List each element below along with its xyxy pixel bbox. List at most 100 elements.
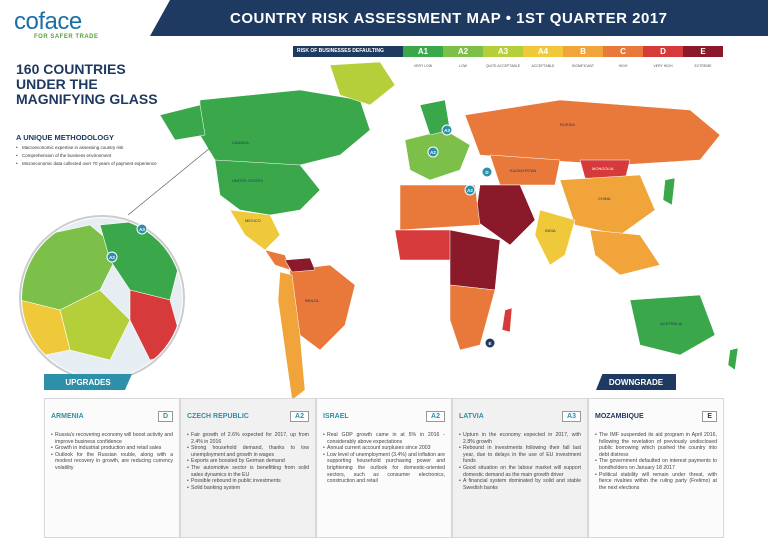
map-label-india: INDIA [545, 228, 556, 233]
svg-text:D: D [485, 170, 489, 175]
marker-czech: A2 [427, 146, 439, 158]
region-west-africa [394, 229, 456, 261]
coface-logo: coface FOR SAFER TRADE [14, 8, 124, 40]
legend-caption: LOW [459, 64, 467, 68]
region-russia [464, 99, 721, 166]
legend-swatch: A4 [523, 46, 563, 57]
legend-swatch: C [603, 46, 643, 57]
map-label-russia: RUSSIA [560, 122, 575, 127]
svg-text:A2: A2 [109, 255, 115, 260]
legend-swatch: E [683, 46, 723, 57]
region-india [534, 209, 576, 266]
region-new-zealand [727, 347, 739, 371]
panel-item: Low level of unemployment (3.4%) and inf… [323, 452, 445, 485]
legend-caption: EXTREME [694, 64, 712, 68]
legend-swatch: A3 [483, 46, 523, 57]
region-japan [662, 177, 676, 206]
region-australia [629, 294, 716, 356]
panel-item: Solid banking system [187, 485, 309, 492]
region-central-africa [449, 229, 501, 291]
methodology-title: A UNIQUE METHODOLOGY [16, 133, 115, 142]
map-label-china: CHINA [598, 196, 611, 201]
panel-item: Upturn in the economy expected in 2017, … [459, 432, 581, 445]
legend-caption: VERY HIGH [653, 64, 673, 68]
panel-rating: A2 [426, 411, 445, 422]
upgrades-label: UPGRADES [65, 377, 111, 387]
logo-brand: coface [14, 8, 82, 35]
map-label-canada: CANADA [232, 140, 249, 145]
panel-item: Fair growth of 2.6% expected for 2017, u… [187, 432, 309, 445]
region-southern-africa [449, 284, 496, 351]
region-mexico [229, 209, 281, 251]
map-label-europe: EUROPE [90, 211, 107, 216]
legend-level-a1: A1 VERY LOW [403, 46, 443, 68]
region-north-africa [399, 184, 481, 231]
panel-country: LATVIA [459, 413, 484, 420]
map-label-australia: AUSTRALIA [660, 321, 683, 326]
marker-israel: A2 [464, 184, 476, 196]
map-label-usa: UNITED STATES [232, 178, 263, 183]
region-alaska [159, 104, 206, 141]
methodology-item: Comprehension of the business environmen… [16, 153, 176, 159]
panel-israel: ISRAEL A2 Real GDP growth came in at 5% … [316, 398, 452, 538]
downgrade-ribbon: DOWNGRADE [596, 374, 676, 390]
legend-level-e: E EXTREME [683, 46, 723, 68]
panel-item: Political stability will remain under th… [595, 472, 717, 492]
legend-swatch: B [563, 46, 603, 57]
panel-czech-republic: CZECH REPUBLIC A2 Fair growth of 2.6% ex… [180, 398, 316, 538]
svg-text:E: E [488, 341, 491, 346]
marker-czech-zoom: A3 [136, 223, 148, 235]
panel-item: Real GDP growth came in at 5% in 2016 - … [323, 432, 445, 445]
panel-item: Good situation on the labour market will… [459, 465, 581, 478]
legend-caption: QUITE ACCEPTABLE [485, 64, 521, 68]
svg-text:A2: A2 [467, 188, 473, 193]
panel-country: CZECH REPUBLIC [187, 413, 249, 420]
legend-caption: HIGH [618, 64, 628, 68]
region-southeast-asia [589, 229, 661, 276]
title-banner: COUNTRY RISK ASSESSMENT MAP • 1ST QUARTE… [150, 0, 768, 36]
panel-item: The IMF suspended its aid program in Apr… [595, 432, 717, 458]
upgrades-ribbon: UPGRADES [44, 374, 132, 390]
region-kazakhstan [489, 154, 561, 186]
panel-rating: E [702, 411, 717, 422]
methodology-item: Microeconomic data collected over 70 yea… [16, 161, 176, 167]
region-madagascar [501, 307, 513, 333]
panel-item: Rebound in investments following their f… [459, 445, 581, 465]
panel-item: The automotive sector is benefitting fro… [187, 465, 309, 478]
panel-item: Growth in industrial production and reta… [51, 445, 173, 452]
page-title: COUNTRY RISK ASSESSMENT MAP • 1ST QUARTE… [230, 9, 668, 27]
panel-item: Possible rebound in public investments [187, 478, 309, 485]
region-greenland [329, 61, 396, 106]
legend-level-a4: A4 ACCEPTABLE [523, 46, 563, 68]
panel-item: Exports are boosted by German demand [187, 458, 309, 465]
panel-country: ARMENIA [51, 413, 84, 420]
legend-swatch: D [643, 46, 683, 57]
legend-level-a2: A2 LOW [443, 46, 483, 68]
region-usa [214, 159, 321, 216]
legend-caption: SIGNIFICANT [571, 64, 595, 68]
region-china [559, 174, 656, 236]
panel-item: Outlook for the Russian rouble, along wi… [51, 452, 173, 472]
marker-mozambique: E [484, 337, 496, 349]
region-middle-east [474, 184, 536, 246]
legend-level-a3: A3 QUITE ACCEPTABLE [483, 46, 523, 68]
panel-rating: D [157, 411, 173, 422]
panel-country: ISRAEL [323, 413, 349, 420]
legend-caption: ACCEPTABLE [531, 64, 555, 68]
legend-level-c: C HIGH [603, 46, 643, 68]
svg-text:A3: A3 [444, 128, 450, 133]
panel-armenia: ARMENIA D Russia's recovering economy wi… [44, 398, 180, 538]
panel-rating: A3 [562, 411, 581, 422]
marker-latvia: A3 [441, 124, 453, 136]
map-label-brazil: BRAZIL [305, 298, 320, 303]
world-risk-map: EUROPE CANADA UNITED STATES MEXICO BRAZI… [19, 61, 739, 401]
marker-latvia-zoom: A2 [106, 251, 118, 263]
panel-item: Strong household demand, thanks to low u… [187, 445, 309, 458]
panel-country: MOZAMBIQUE [595, 413, 644, 420]
logo-tagline: FOR SAFER TRADE [34, 34, 99, 40]
methodology-item: Macroeconomic expertise in assessing cou… [16, 145, 176, 151]
map-label-mongolia: MONGOLIA [592, 166, 614, 171]
map-label-kazakhstan: KAZAKHSTAN [510, 168, 536, 173]
legend-label: RISK OF BUSINESSES DEFAULTING [293, 46, 403, 57]
panel-mozambique: MOZAMBIQUE E The IMF suspended its aid p… [588, 398, 724, 538]
